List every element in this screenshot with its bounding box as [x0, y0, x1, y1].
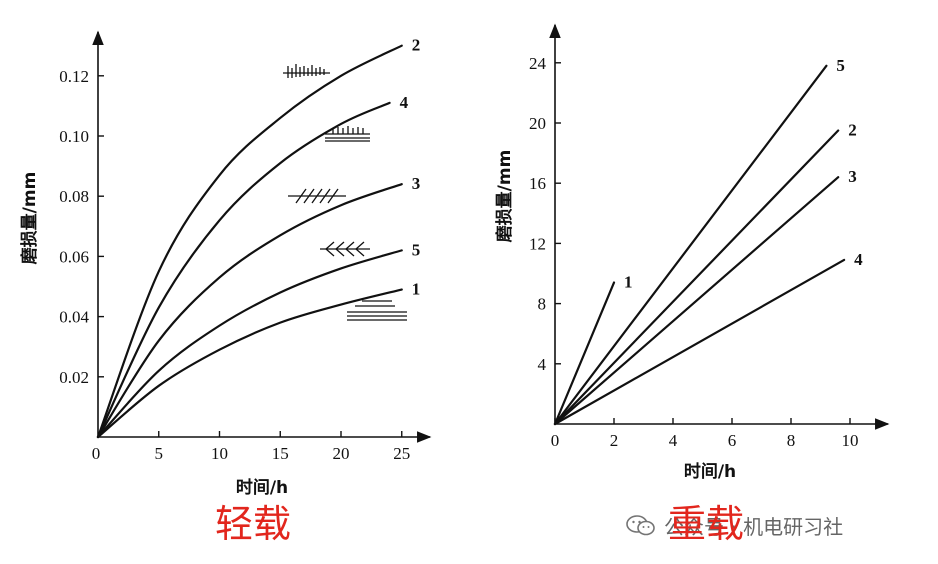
series-line-2	[96, 44, 403, 439]
y-tick-label: 0.04	[59, 308, 89, 327]
series-line-5	[96, 249, 403, 439]
origin-label-left: 0	[92, 444, 101, 463]
x-tick-label: 25	[393, 444, 410, 463]
right-series: 1 5 2 3 4	[553, 56, 863, 426]
x-axis-title-right: 时间/h	[684, 461, 736, 482]
series-label-3: 3	[848, 167, 857, 186]
series-label-4: 4	[400, 93, 409, 112]
texture-sketch-3	[288, 188, 346, 204]
y-tick-label: 16	[529, 174, 546, 193]
y-tick-label: 8	[538, 295, 547, 314]
series-label-5: 5	[412, 240, 421, 259]
x-tick-label: 4	[669, 431, 678, 450]
x-tick-label: 10	[211, 444, 228, 463]
watermark: 公众号 · 机电研习社	[626, 511, 843, 540]
series-label-4: 4	[854, 250, 863, 269]
light-load-chart: 5 10 15 20 250.020.040.060.080.100.12 15342 …	[19, 30, 432, 498]
texture-sketch-1	[283, 64, 330, 78]
left-ticks: 5 10 15 20 25 0.02 0.04 0.06 0.08 0.10 0.12	[59, 67, 410, 463]
x-tick-label: 0	[551, 431, 560, 450]
x-tick-label: 20	[333, 444, 350, 463]
wechat-icon	[626, 514, 655, 535]
series-line-1	[96, 288, 403, 439]
series-label-5: 5	[836, 56, 845, 75]
series-line-4	[553, 258, 846, 426]
watermark-text: 公众号 · 机电研习社	[664, 515, 844, 539]
series-label-2: 2	[848, 121, 857, 140]
y-axis-title-left: 磨损量/mm	[19, 172, 40, 265]
texture-sketch-1b	[347, 300, 407, 321]
y-tick-label: 12	[529, 234, 546, 253]
series-label-1: 1	[624, 273, 633, 292]
texture-sketch-4	[325, 126, 370, 142]
series-label-3: 3	[412, 174, 421, 193]
y-tick-label: 4	[538, 355, 547, 374]
x-tick-label: 15	[272, 444, 289, 463]
series-label-2: 2	[412, 36, 421, 55]
caption-heavy-load: 重载	[668, 502, 745, 546]
series-line-4	[96, 101, 391, 439]
x-tick-label: 10	[842, 431, 859, 450]
series-line-3	[553, 176, 840, 426]
x-tick-label: 6	[728, 431, 737, 450]
texture-sketch-5	[320, 241, 370, 257]
series-line-1	[553, 281, 616, 426]
x-tick-label: 2	[610, 431, 619, 450]
x-tick-label: 5	[155, 444, 164, 463]
x-axis-title-left: 时间/h	[236, 477, 288, 498]
y-tick-label: 0.02	[59, 368, 89, 387]
x-tick-label: 8	[787, 431, 796, 450]
y-tick-label: 20	[529, 114, 546, 133]
y-tick-label: 0.08	[59, 187, 89, 206]
y-tick-label: 0.06	[59, 247, 89, 266]
series-line-2	[553, 129, 840, 426]
y-axis-title-right: 磨损量/mm	[494, 150, 515, 243]
series-line-5	[553, 64, 828, 426]
series-label-1: 1	[412, 280, 421, 299]
left-series: 1 5 3 4 2	[96, 36, 421, 439]
y-tick-label: 24	[529, 54, 547, 73]
y-tick-label: 0.12	[59, 67, 89, 86]
caption-light-load: 轻载	[215, 502, 292, 546]
y-tick-label: 0.10	[59, 127, 89, 146]
series-line-3	[96, 183, 403, 439]
